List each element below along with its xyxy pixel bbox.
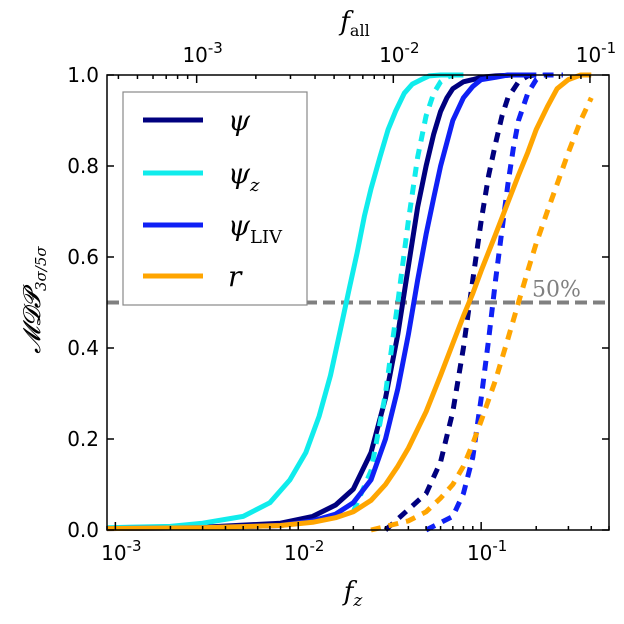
plot-frame <box>106 74 610 531</box>
y-tick-label: 0.2 <box>67 427 99 451</box>
x-axis-title: fz <box>342 577 364 611</box>
series-line-7 <box>370 96 594 533</box>
x-tick-label: 10-2 <box>284 537 324 565</box>
axes-layer: 0.0 0.2 0.4 0.6 0.8 1.0 10-3 10-2 10-1 10-3 10-2 10… <box>18 7 616 611</box>
y-tick-label: 0.6 <box>67 245 99 269</box>
legend-label-3: r <box>228 260 243 293</box>
legend-label-1: ψz <box>228 157 260 196</box>
series-line-0 <box>106 72 537 531</box>
reference-line-label: 50% <box>532 278 581 303</box>
x-tick-label: 10-3 <box>101 537 141 565</box>
y-tick-label: 0.0 <box>67 518 99 542</box>
y-tick-label: 1.0 <box>67 63 99 87</box>
legend-box <box>122 91 308 306</box>
top-x-tick-label: 10-2 <box>379 39 419 67</box>
legend: ψ ψz ψLIV r <box>122 91 308 306</box>
series-line-3 <box>351 72 464 513</box>
x-tick-label: 10-1 <box>467 537 507 565</box>
y-axis-title: 𝓜𝓓𝓟3σ/5σ <box>18 246 50 354</box>
top-x-axis-title: fall <box>338 7 369 40</box>
y-tick-label: 0.8 <box>67 154 99 178</box>
y-tick-label: 0.4 <box>67 336 99 360</box>
series-line-1 <box>383 72 537 532</box>
legend-label-2: ψLIV <box>228 209 283 248</box>
legend-label-0: ψ <box>228 104 251 137</box>
top-x-tick-label: 10-1 <box>576 39 616 67</box>
series-line-2 <box>106 72 464 531</box>
series-layer <box>106 72 594 533</box>
top-x-tick-label: 10-3 <box>182 39 222 67</box>
series-line-6 <box>106 72 592 532</box>
